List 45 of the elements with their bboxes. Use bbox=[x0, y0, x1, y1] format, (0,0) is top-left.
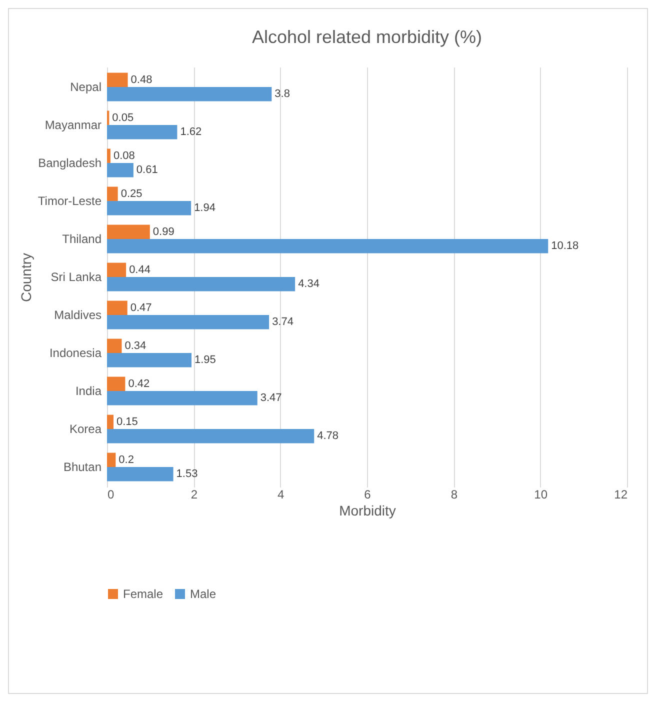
y-tick-label: Mayanmar bbox=[44, 118, 102, 132]
x-tick-label: 4 bbox=[277, 488, 284, 502]
x-tick-label: 6 bbox=[364, 488, 372, 502]
data-label: 0.34 bbox=[124, 340, 146, 352]
chart-title: Alcohol related morbidity (%) bbox=[252, 27, 482, 47]
data-label: 0.42 bbox=[128, 378, 150, 390]
data-label: 1.95 bbox=[194, 354, 216, 366]
data-label: 1.53 bbox=[176, 468, 198, 480]
y-tick-label: Bangladesh bbox=[38, 156, 102, 170]
legend-label: Male bbox=[190, 587, 216, 601]
y-tick-label: Maldives bbox=[54, 308, 102, 322]
y-tick-label: Korea bbox=[69, 422, 102, 436]
data-label: 0.05 bbox=[112, 112, 134, 124]
x-axis-title: Morbidity bbox=[339, 502, 396, 518]
y-tick-label: Indonesia bbox=[49, 346, 102, 360]
data-label: 3.47 bbox=[260, 392, 282, 404]
data-label: 0.15 bbox=[116, 416, 138, 428]
x-tick-label: 2 bbox=[190, 488, 198, 502]
data-label: 0.47 bbox=[130, 302, 152, 314]
y-tick-label: India bbox=[75, 384, 102, 398]
data-label: 0.2 bbox=[118, 454, 134, 466]
data-label: 0.44 bbox=[129, 264, 150, 276]
x-tick-label: 8 bbox=[450, 488, 458, 502]
x-tick-label: 10 bbox=[534, 488, 548, 502]
y-tick-label: Timor-Leste bbox=[38, 194, 102, 208]
data-label: 0.99 bbox=[152, 226, 174, 238]
legend-label: Female bbox=[123, 587, 164, 601]
data-label: 0.48 bbox=[130, 74, 152, 86]
data-label: 3.74 bbox=[272, 316, 294, 328]
data-label: 10.18 bbox=[551, 240, 579, 252]
y-axis-title: Country bbox=[18, 252, 34, 302]
data-label: 0.25 bbox=[120, 188, 142, 200]
data-label: 1.94 bbox=[194, 202, 216, 214]
y-tick-label: Thiland bbox=[62, 232, 102, 246]
data-label: 1.62 bbox=[180, 126, 202, 138]
x-tick-label: 12 bbox=[614, 488, 628, 502]
data-label: 0.08 bbox=[113, 150, 135, 162]
data-label: 4.78 bbox=[317, 430, 339, 442]
y-tick-label: Bhutan bbox=[63, 460, 102, 474]
y-tick-label: Sri Lanka bbox=[50, 270, 102, 284]
data-label: 3.8 bbox=[274, 88, 290, 100]
data-label: 4.34 bbox=[298, 278, 320, 290]
y-tick-label: Nepal bbox=[70, 80, 102, 94]
data-label: 0.61 bbox=[136, 164, 158, 176]
x-tick-label: 0 bbox=[108, 488, 114, 502]
